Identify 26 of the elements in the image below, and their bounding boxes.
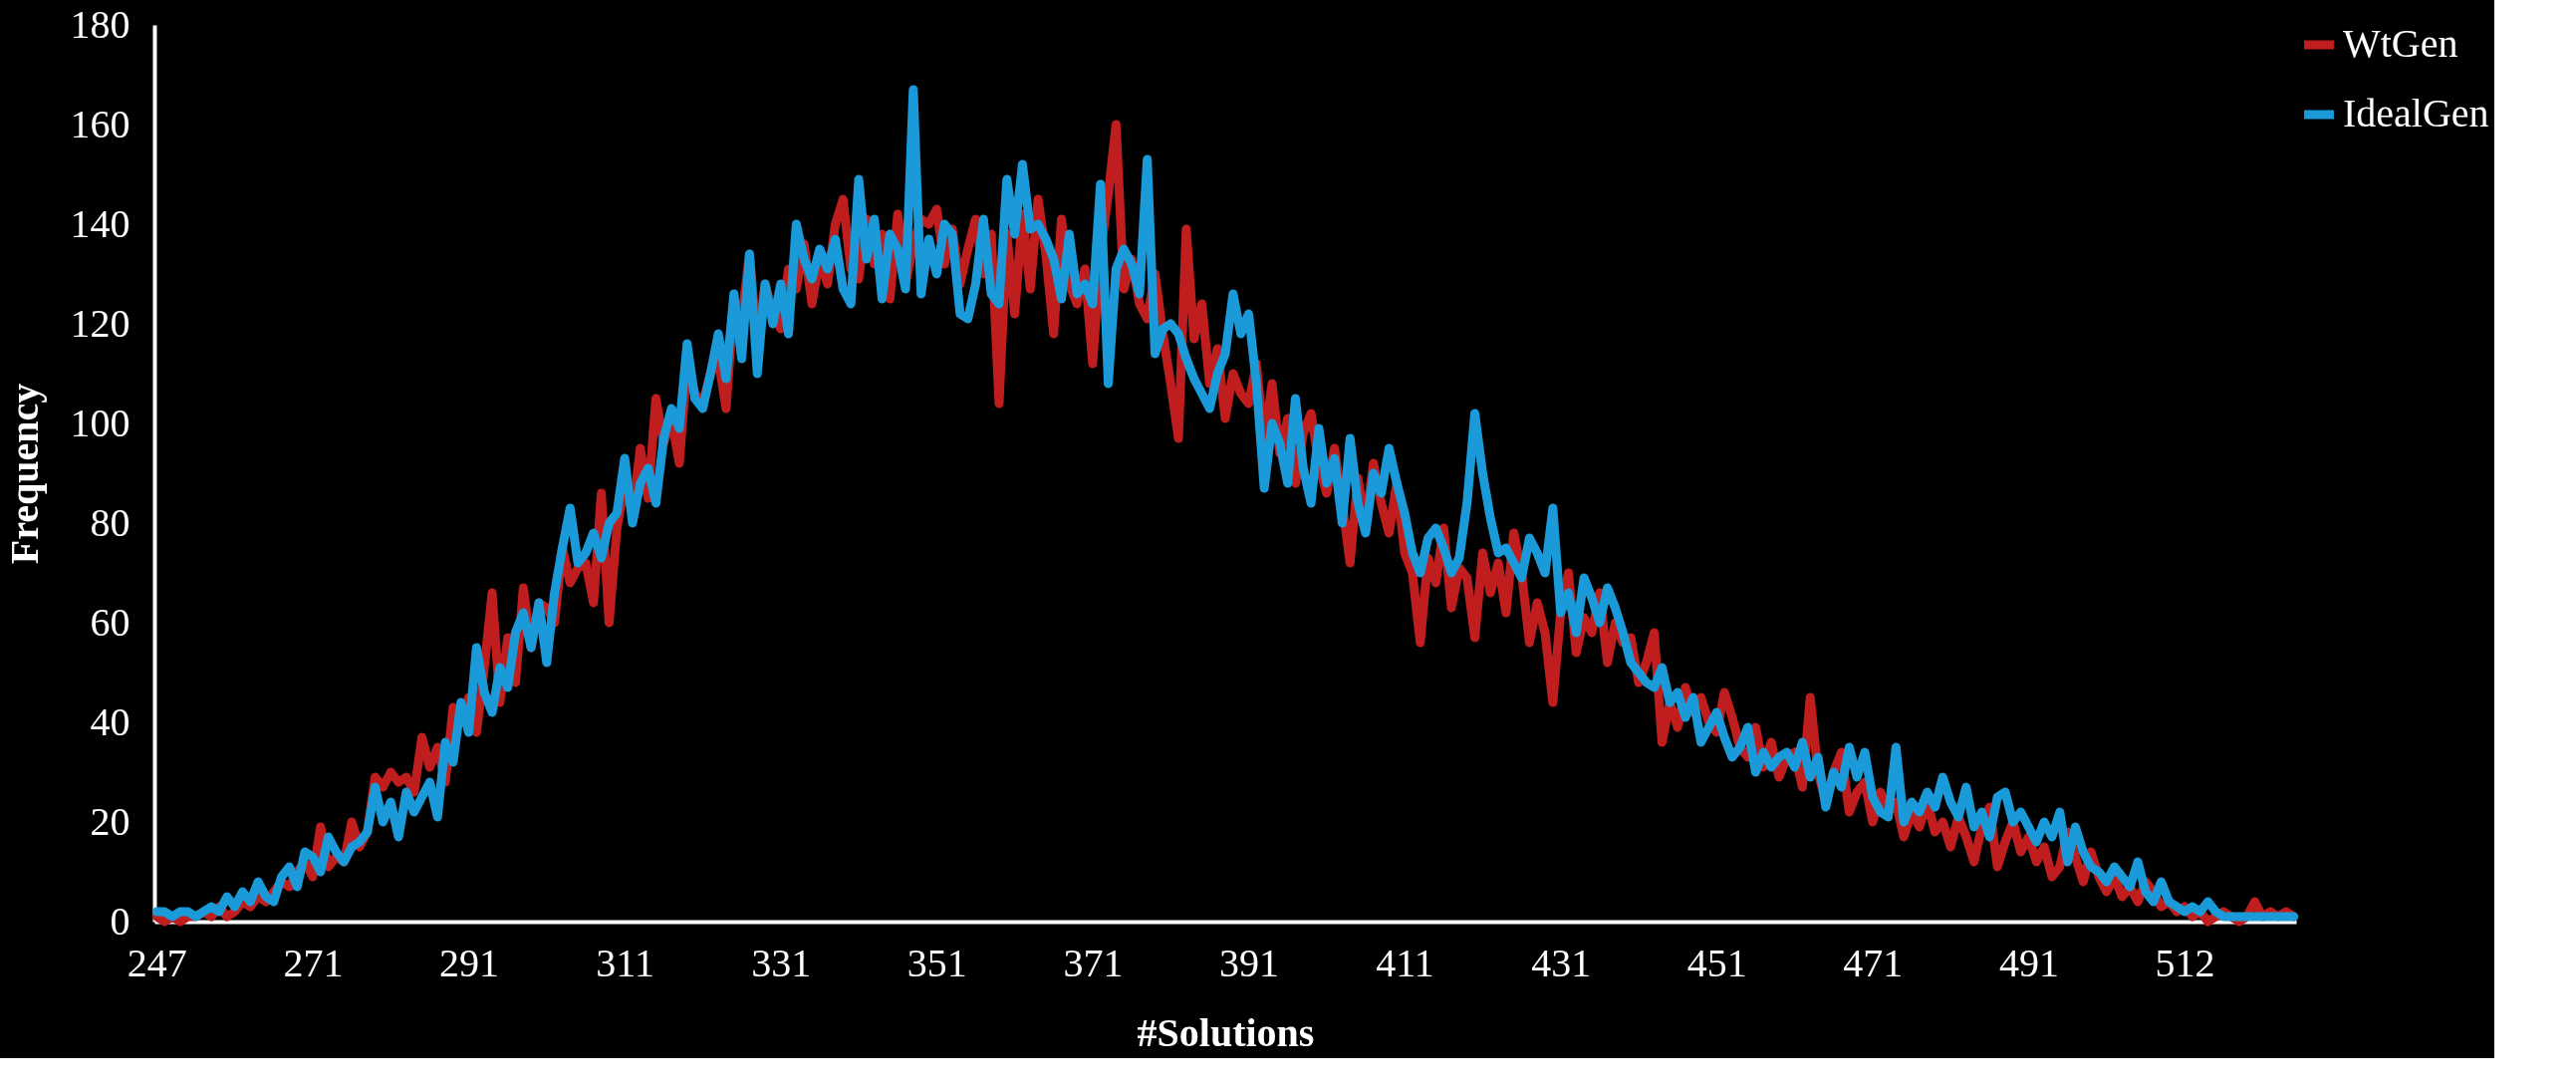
x-tick-label: 391 xyxy=(1218,940,1279,985)
x-tick-label: 271 xyxy=(283,940,344,985)
y-tick-label: 80 xyxy=(90,499,130,545)
y-tick-label: 160 xyxy=(70,101,130,146)
y-axis-title: Frequency xyxy=(1,383,47,565)
y-tick-label: 20 xyxy=(90,798,130,844)
x-tick-label: 311 xyxy=(596,940,654,985)
y-tick-label: 40 xyxy=(90,698,130,744)
x-tick-label: 451 xyxy=(1686,940,1747,985)
x-tick-label: 291 xyxy=(439,940,500,985)
y-tick-label: 140 xyxy=(70,200,130,246)
y-tick-label: 180 xyxy=(70,1,130,47)
legend-label: IdealGen xyxy=(2343,91,2489,136)
x-tick-label: 431 xyxy=(1531,940,1592,985)
x-tick-label: 512 xyxy=(2155,940,2215,985)
x-tick-label: 471 xyxy=(1843,940,1904,985)
y-tick-label: 100 xyxy=(70,400,130,445)
legend-label: WtGen xyxy=(2343,21,2458,66)
x-tick-label: 351 xyxy=(906,940,967,985)
x-tick-label: 491 xyxy=(1998,940,2059,985)
x-axis-title: #Solutions xyxy=(1137,1009,1315,1055)
x-tick-label: 411 xyxy=(1376,940,1434,985)
y-tick-label: 60 xyxy=(90,599,130,645)
x-tick-label: 371 xyxy=(1063,940,1124,985)
x-tick-label: 331 xyxy=(751,940,812,985)
y-tick-label: 120 xyxy=(70,300,130,346)
